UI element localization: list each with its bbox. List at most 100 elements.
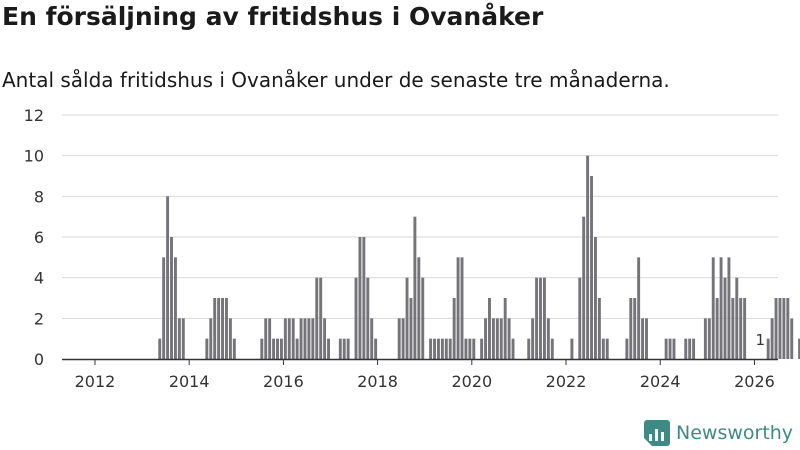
- bar: [488, 298, 491, 359]
- x-tick-label: 2020: [451, 372, 492, 391]
- bar: [672, 338, 676, 359]
- bar: [727, 257, 731, 359]
- y-tick-label: 10: [24, 147, 44, 166]
- bar: [307, 318, 311, 359]
- bar: [586, 155, 590, 359]
- bar: [499, 318, 503, 359]
- bar: [570, 338, 574, 359]
- bar: [578, 277, 582, 359]
- bar: [539, 277, 542, 359]
- bar: [637, 257, 641, 359]
- bar: [291, 318, 295, 359]
- bar: [295, 338, 299, 359]
- bar: [798, 338, 800, 359]
- bar: [342, 338, 346, 359]
- bar: [436, 338, 440, 359]
- bar: [413, 216, 417, 359]
- bar: [170, 237, 173, 359]
- y-tick-label: 6: [34, 228, 44, 247]
- bar: [472, 338, 476, 359]
- brand-logo: Newsworthy: [644, 420, 793, 446]
- chart-subtitle: Antal sålda fritidshus i Ovanåker under …: [2, 68, 670, 92]
- annotations: 1: [756, 331, 766, 349]
- y-tick-label: 8: [34, 187, 44, 206]
- bar: [707, 318, 711, 359]
- bar: [221, 298, 225, 359]
- bar: [484, 318, 488, 359]
- bar: [417, 257, 421, 359]
- data-label: 1: [756, 331, 766, 349]
- bar: [601, 338, 605, 359]
- bar: [409, 298, 413, 359]
- bar: [743, 298, 747, 359]
- newsworthy-logo-icon: [644, 420, 670, 446]
- bar: [323, 318, 327, 359]
- bar: [177, 318, 181, 359]
- x-tick-label: 2022: [546, 372, 587, 391]
- bar: [338, 338, 342, 359]
- bar: [668, 338, 672, 359]
- bar: [181, 318, 185, 359]
- bar: [703, 318, 707, 359]
- bar: [531, 318, 535, 359]
- bar: [287, 318, 291, 359]
- bar: [397, 318, 401, 359]
- bar: [217, 298, 221, 359]
- bar: [232, 338, 236, 359]
- bar: [684, 338, 688, 359]
- bar: [641, 318, 645, 359]
- bar: [268, 318, 272, 359]
- bar: [279, 338, 283, 359]
- bar: [629, 298, 633, 359]
- bar: [429, 338, 433, 359]
- bar: [774, 298, 778, 359]
- bar: [228, 318, 232, 359]
- bar: [597, 298, 601, 359]
- bar: [158, 338, 162, 359]
- bar: [456, 257, 460, 359]
- bar: [546, 318, 550, 359]
- brand-name: Newsworthy: [676, 422, 794, 444]
- bar: [782, 298, 786, 359]
- bar: [315, 277, 319, 359]
- bar: [770, 318, 774, 359]
- bar: [480, 338, 484, 359]
- bar: [550, 338, 554, 359]
- bar: [440, 338, 444, 359]
- bar: [786, 298, 790, 359]
- bar: [503, 298, 507, 359]
- bar: [276, 338, 279, 359]
- bar: [444, 338, 448, 359]
- bar: [225, 298, 228, 359]
- bar: [303, 318, 307, 359]
- x-tick-label: 2024: [640, 372, 681, 391]
- bar: [433, 338, 436, 359]
- bar: [448, 338, 452, 359]
- bar: [209, 318, 213, 359]
- bar: [366, 277, 370, 359]
- bar: [362, 237, 366, 359]
- bar: [739, 298, 743, 359]
- bar: [594, 237, 597, 359]
- y-axis-ticks: 0 2 4 6 8 10 12: [24, 106, 44, 369]
- bar: [605, 338, 609, 359]
- bar: [511, 338, 515, 359]
- bar: [374, 338, 378, 359]
- bar: [664, 338, 668, 359]
- bar: [311, 318, 315, 359]
- bar: [319, 277, 323, 359]
- bar: [272, 338, 276, 359]
- bar: [527, 338, 531, 359]
- bar: [715, 298, 719, 359]
- chart-title: En försäljning av fritidshus i Ovanåker: [2, 2, 544, 31]
- bar: [452, 298, 456, 359]
- x-tick-label: 2016: [263, 372, 304, 391]
- bar: [370, 318, 374, 359]
- bar: [542, 277, 546, 359]
- bar: [173, 257, 177, 359]
- bar: [327, 338, 330, 359]
- bar: [645, 318, 648, 359]
- bar: [299, 318, 303, 359]
- bar: [205, 338, 209, 359]
